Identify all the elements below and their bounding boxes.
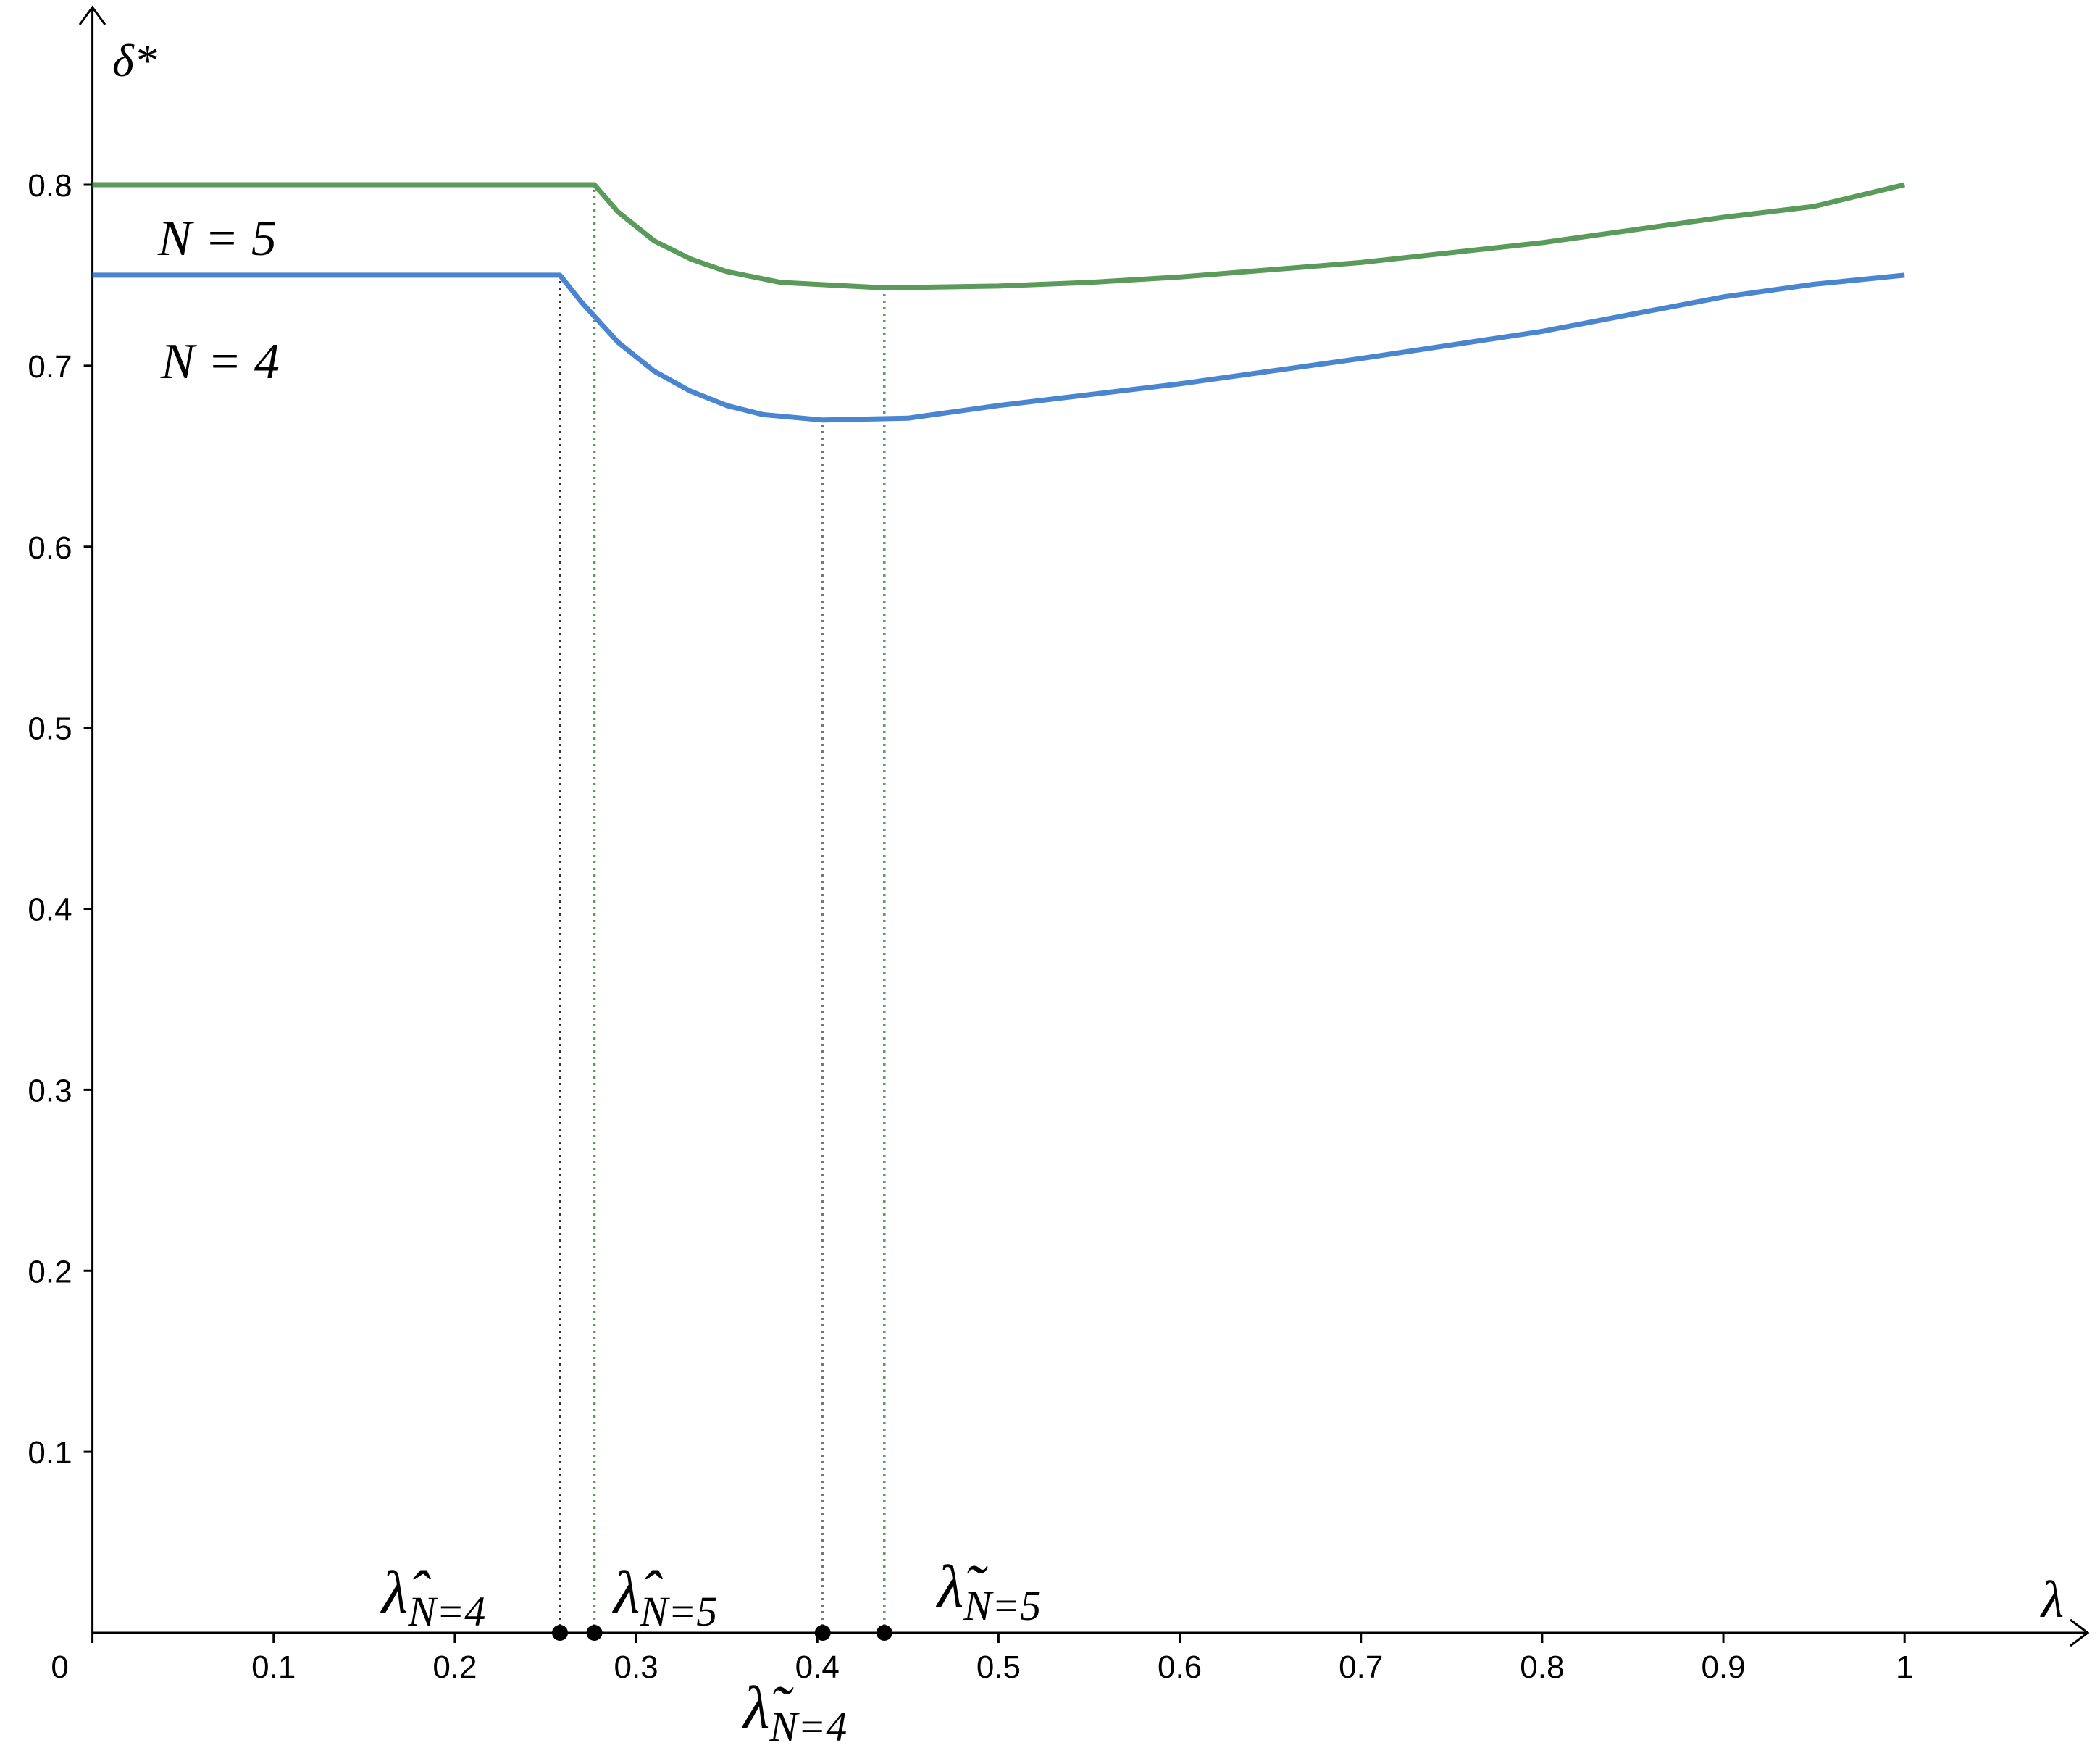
critical-point xyxy=(586,1625,603,1641)
x-tick-label: 1 xyxy=(1896,1649,1913,1685)
y-tick-label: 0.8 xyxy=(28,168,72,204)
series-line xyxy=(92,182,1906,290)
x-tick-label: 0.2 xyxy=(432,1649,477,1685)
critical-point xyxy=(876,1625,892,1641)
x-tick-label: 0.8 xyxy=(1520,1649,1564,1685)
marker-label: λ̃N=4 xyxy=(741,1674,847,1748)
x-tick-label: 0.9 xyxy=(1701,1649,1745,1685)
x-tick-label: 0.4 xyxy=(795,1649,840,1685)
marker-subscript: N=4 xyxy=(769,1703,847,1748)
marker-label: λ̂N=4 xyxy=(380,1559,485,1635)
marker-label: λ̃N=5 xyxy=(935,1553,1041,1629)
x-axis-arrow xyxy=(2070,1618,2090,1647)
marker-subscript: N=5 xyxy=(963,1582,1041,1629)
x-tick-label: 0.5 xyxy=(976,1649,1021,1685)
marker-subscript: N=5 xyxy=(639,1588,717,1635)
x-axis-label: λ xyxy=(2040,1571,2064,1628)
x-tick-label: 0.3 xyxy=(614,1649,658,1685)
series-label: N = 5 xyxy=(157,211,277,267)
y-tick-label: 0.6 xyxy=(28,530,72,566)
marker-subscript: N=4 xyxy=(407,1588,485,1635)
x-tick-label: 0.1 xyxy=(251,1649,296,1685)
series-label: N = 4 xyxy=(160,334,280,390)
x-tick-label: 0.7 xyxy=(1339,1649,1383,1685)
x-tick-label: 0 xyxy=(51,1649,68,1685)
y-tick-label: 0.7 xyxy=(28,349,72,385)
y-axis-label: δ* xyxy=(112,35,157,86)
y-tick-label: 0.5 xyxy=(28,711,72,747)
marker-label: λ̂N=5 xyxy=(611,1559,717,1635)
y-tick-label: 0.1 xyxy=(28,1435,72,1471)
y-axis-arrow xyxy=(78,5,106,25)
y-tick-label: 0.2 xyxy=(28,1254,72,1289)
y-tick-label: 0.3 xyxy=(28,1073,72,1108)
series-line xyxy=(92,272,1905,423)
x-tick-label: 0.6 xyxy=(1158,1649,1202,1685)
critical-point xyxy=(552,1625,569,1641)
y-tick-label: 0.4 xyxy=(28,892,72,928)
critical-point xyxy=(814,1625,831,1641)
